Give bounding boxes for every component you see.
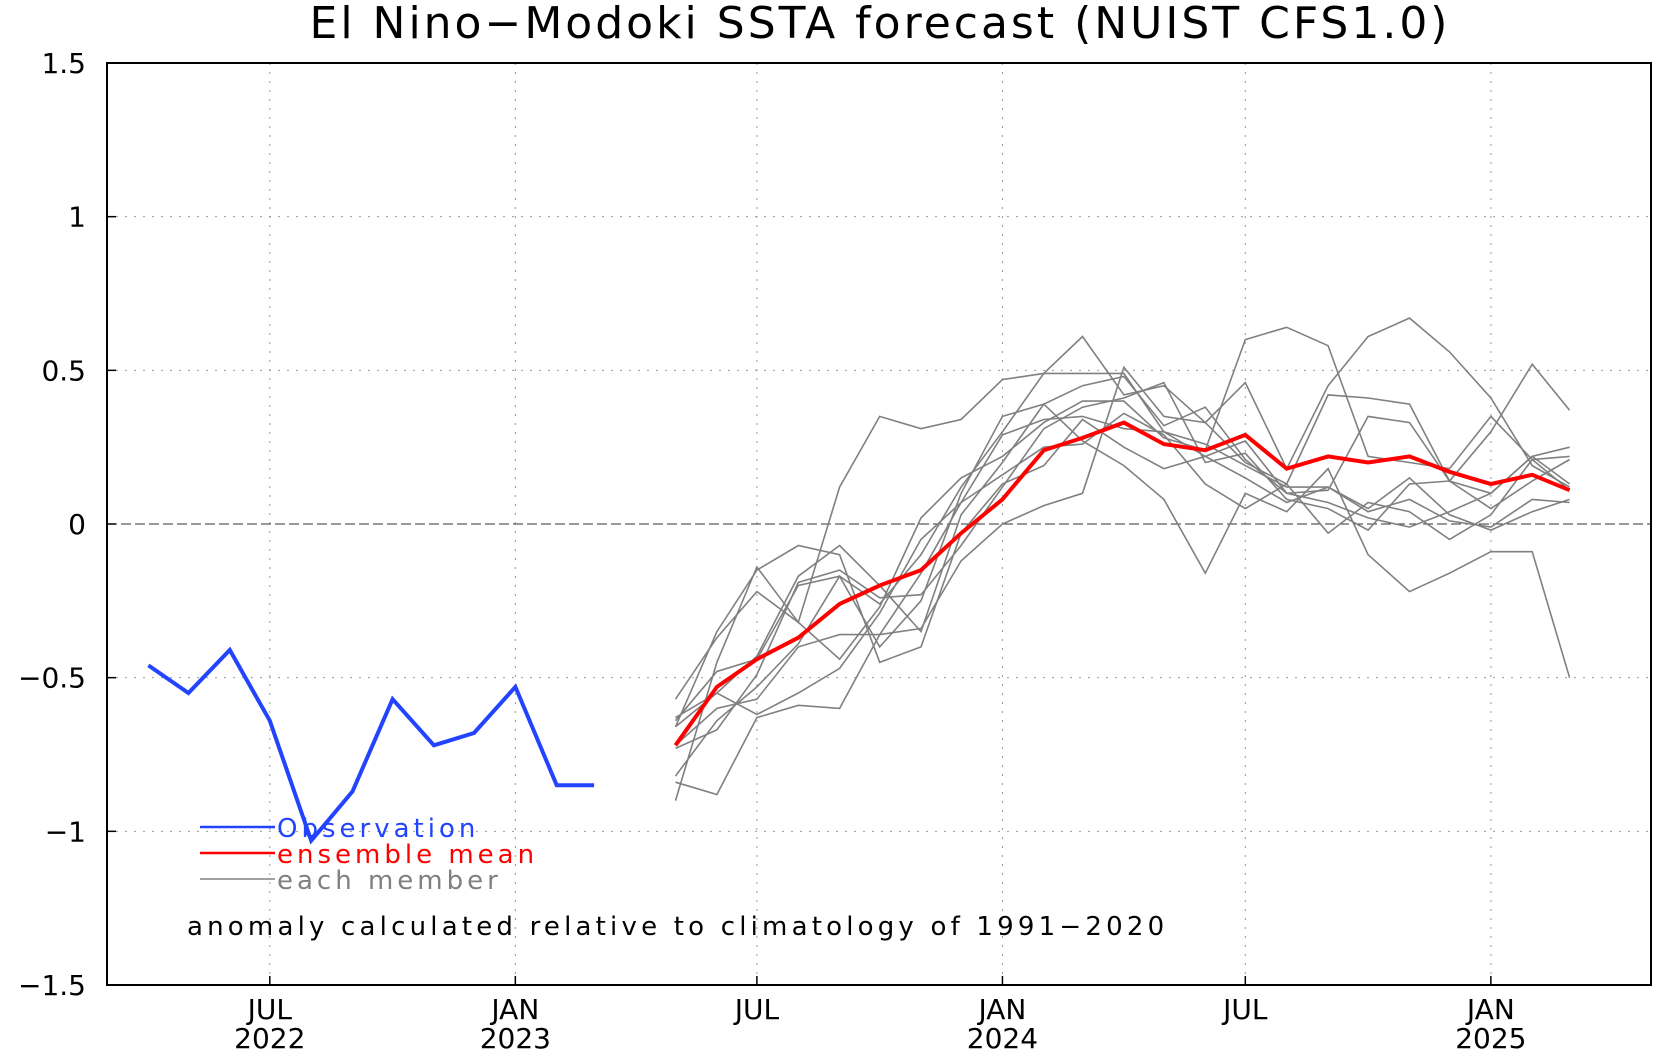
member-lines (674, 317, 1571, 801)
y-tick-label: −0.5 (18, 662, 86, 695)
x-tick-label: JAN (977, 993, 1027, 1026)
y-tick-label: 0 (68, 508, 86, 541)
ensemble-mean-series (673, 420, 1571, 747)
y-tick-label: −1.5 (18, 969, 86, 1002)
member-line (674, 418, 1570, 728)
x-tick-label: JUL (733, 993, 780, 1026)
member-line (675, 381, 1571, 750)
member-line (674, 326, 1570, 700)
y-tick-label: 0.5 (41, 354, 86, 387)
ensemble-mean-line (673, 420, 1571, 747)
member-line (674, 317, 1570, 722)
x-tick-label: JUL (1221, 993, 1268, 1026)
chart-title: El Nino−Modoki SSTA forecast (NUIST CFS1… (310, 0, 1451, 49)
x-tick-label: JAN (1465, 993, 1515, 1026)
member-line (675, 415, 1570, 719)
x-tick-year: 2023 (480, 1022, 551, 1052)
member-line (675, 365, 1570, 796)
x-tick-label: JUL (246, 993, 293, 1026)
member-line (674, 372, 1570, 801)
legend-label-ensemble-mean: ensemble mean (277, 840, 538, 870)
x-tick-label: JAN (489, 993, 539, 1026)
member-line (674, 362, 1571, 728)
legend-label-each-member: each member (277, 866, 502, 896)
x-tick-year: 2025 (1455, 1022, 1526, 1052)
y-tick-label: 1 (68, 201, 86, 234)
x-tick-year: 2022 (234, 1022, 305, 1052)
member-line (674, 412, 1571, 746)
y-tick-label: −1 (45, 815, 86, 848)
y-axis: 1.5 1 0.5 0 −0.5 −1 −1.5 (18, 47, 116, 1002)
x-tick-year: 2024 (967, 1022, 1038, 1052)
chart-note: anomaly calculated relative to climatolo… (187, 912, 1168, 942)
y-tick-label: 1.5 (41, 47, 86, 80)
member-line (674, 403, 1571, 777)
observation-series (147, 646, 595, 845)
legend: Observation ensemble mean each member (200, 814, 538, 896)
legend-label-observation: Observation (277, 814, 479, 844)
observation-line (147, 646, 595, 845)
